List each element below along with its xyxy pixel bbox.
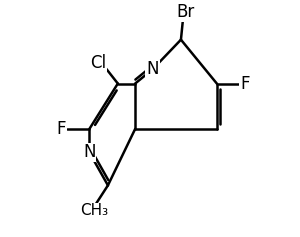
Text: CH₃: CH₃ [80,204,109,219]
Text: F: F [240,75,249,92]
Text: Cl: Cl [90,55,106,73]
Text: N: N [83,143,96,161]
Text: F: F [57,120,66,138]
Text: Br: Br [176,3,194,21]
Text: N: N [146,60,159,78]
